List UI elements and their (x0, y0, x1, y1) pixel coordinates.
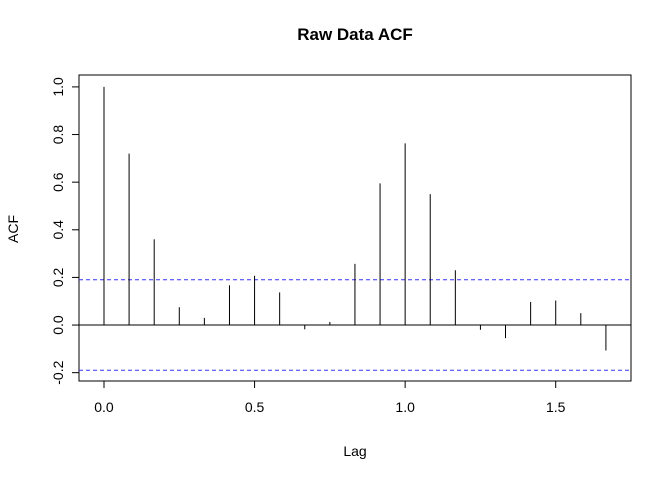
y-tick-label: 0.4 (50, 220, 66, 240)
y-tick-label: -0.2 (50, 360, 66, 384)
y-tick-label: 0.8 (50, 125, 66, 145)
y-tick-label: 1.0 (50, 77, 66, 97)
x-tick-label: 0.5 (245, 399, 265, 415)
plot-frame (78, 74, 632, 382)
x-tick-label: 1.0 (395, 399, 415, 415)
y-tick-label: 0.6 (50, 172, 66, 192)
y-axis-label: ACF (5, 215, 21, 243)
y-tick-label: 0.2 (50, 267, 66, 287)
chart-title: Raw Data ACF (297, 25, 413, 44)
x-tick-label: 0.0 (94, 399, 114, 415)
y-tick-label: 0.0 (50, 315, 66, 335)
plot-area: 0.0 0.5 1.0 1.5 -0.2 0.0 0.2 0.4 0.6 0.8 1.0 (50, 74, 632, 415)
x-tick-label: 1.5 (546, 399, 566, 415)
x-axis-label: Lag (343, 443, 366, 459)
